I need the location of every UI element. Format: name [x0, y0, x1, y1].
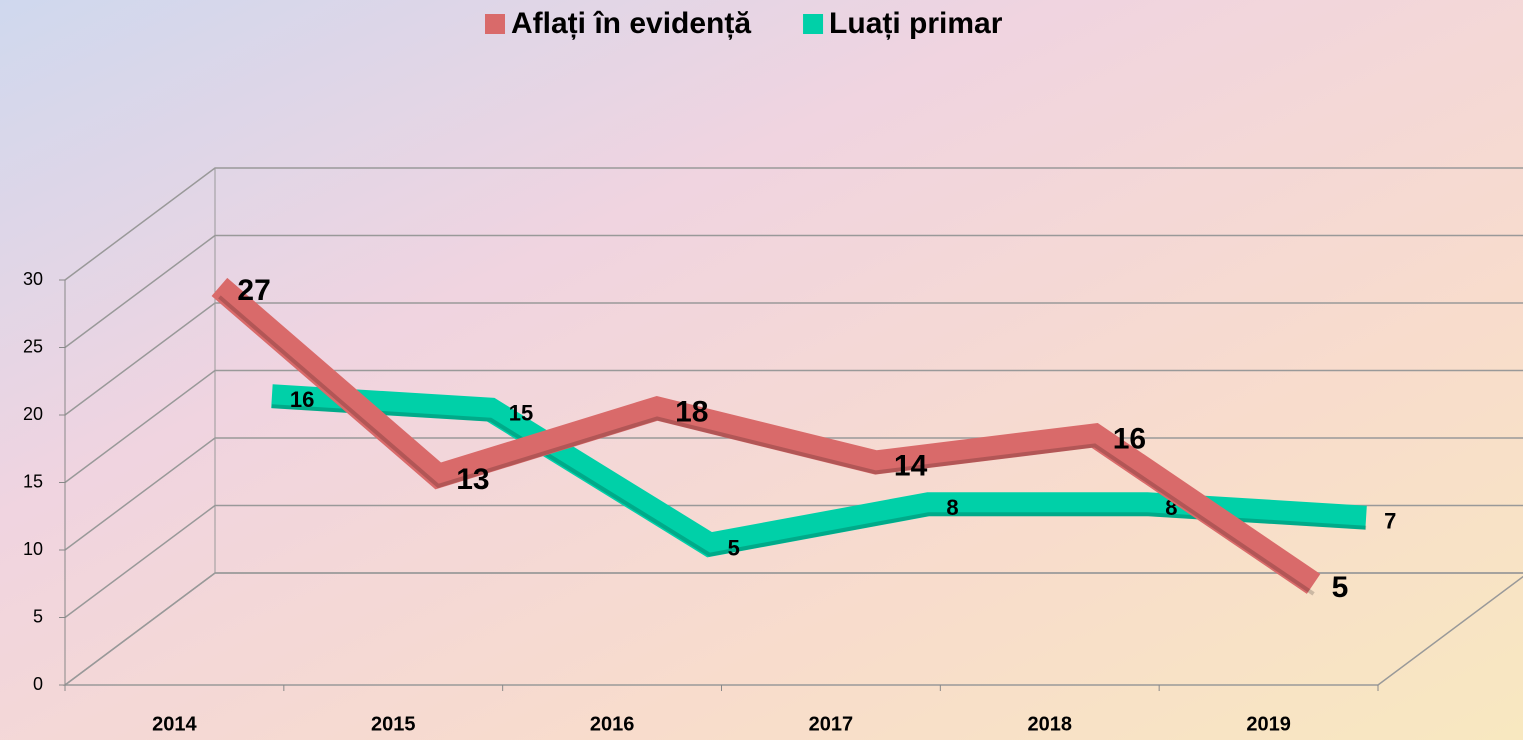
data-label: 14: [894, 449, 928, 482]
data-label: 8: [946, 495, 958, 520]
x-tick-label: 2019: [1246, 713, 1291, 735]
data-label: 5: [1332, 571, 1349, 604]
data-label: 15: [509, 401, 533, 426]
y-tick-label: 25: [23, 336, 43, 356]
y-tick-label: 10: [23, 539, 43, 559]
x-tick-label: 2016: [590, 713, 635, 735]
y-tick-label: 30: [23, 269, 43, 289]
data-label: 18: [675, 395, 708, 428]
legend-label: Luați primar: [829, 7, 1003, 40]
y-tick-label: 5: [33, 606, 43, 626]
data-label: 13: [456, 463, 489, 496]
data-label: 16: [290, 387, 314, 412]
y-tick-label: 20: [23, 404, 43, 424]
data-label: 16: [1113, 422, 1146, 455]
y-tick-label: 0: [33, 674, 43, 694]
data-label: 7: [1384, 509, 1396, 534]
legend: Aflați în evidență Luați primar: [485, 7, 1003, 40]
x-tick-label: 2015: [371, 713, 416, 735]
legend-swatch: [485, 14, 505, 34]
series-ribbon: [211, 277, 1321, 594]
legend-label: Aflați în evidență: [511, 7, 751, 40]
legend-swatch: [803, 14, 824, 34]
x-tick-label: 2014: [152, 713, 197, 735]
x-tick-label: 2017: [809, 713, 854, 735]
data-label: 5: [728, 536, 740, 561]
x-tick-label: 2018: [1028, 713, 1073, 735]
data-label: 27: [237, 274, 270, 307]
y-tick-label: 15: [23, 471, 43, 491]
series-edge: [218, 295, 1315, 596]
series-edge: [271, 404, 1367, 557]
